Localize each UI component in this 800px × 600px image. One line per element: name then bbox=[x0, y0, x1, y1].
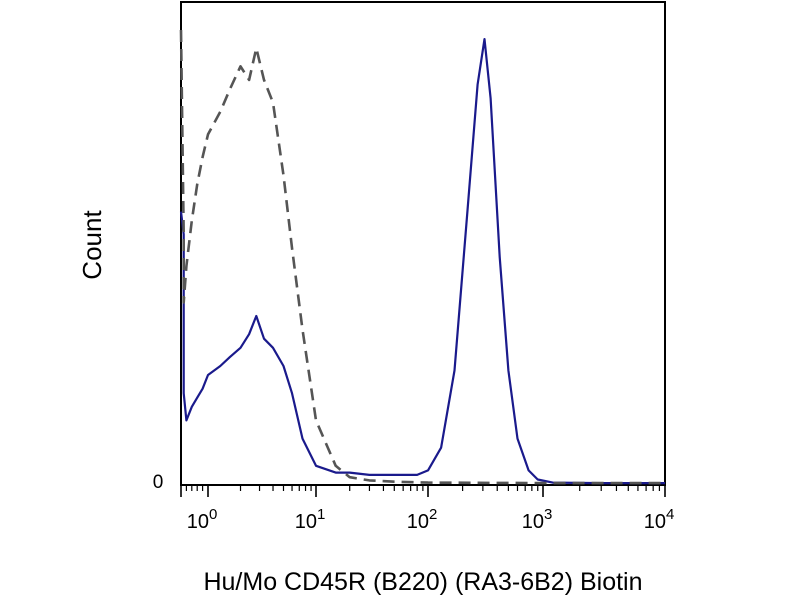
x-tick-layer: 100 101 102 103 104 bbox=[180, 485, 675, 533]
series-0-solid-line bbox=[179, 38, 665, 485]
x-tick-label: 101 bbox=[295, 506, 326, 533]
x-tick-label: 104 bbox=[644, 506, 675, 533]
y-zero-label: 0 bbox=[153, 472, 164, 493]
series-layer bbox=[179, 29, 665, 485]
plot-frame bbox=[180, 1, 666, 486]
x-tick-label: 100 bbox=[187, 506, 218, 533]
y-axis-label: Count bbox=[77, 210, 107, 280]
x-axis-label: Hu/Mo CD45R (B220) (RA3-6B2) Biotin bbox=[203, 568, 642, 596]
series-1-dashed-line bbox=[179, 29, 665, 485]
x-tick-label: 102 bbox=[407, 506, 438, 533]
x-tick-label: 103 bbox=[522, 506, 553, 533]
